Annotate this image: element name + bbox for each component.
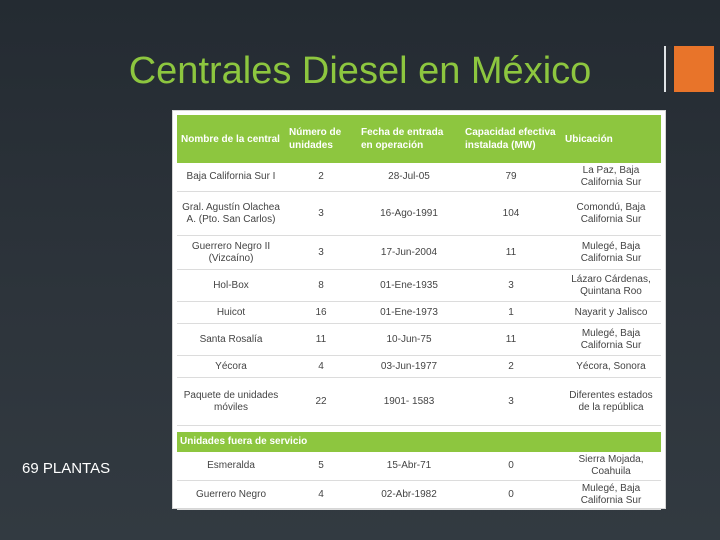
cell-capacity: 11 [461,323,561,356]
header-location: Ubicación [561,115,661,163]
cell-date: 17-Jun-2004 [357,235,461,270]
cell-location: Yécora, Sonora [561,355,661,378]
table-row: Santa Rosalía 11 10-Jun-75 11 Mulegé, Ba… [177,323,661,356]
out-of-service-header: Unidades fuera de servicio [177,432,661,452]
table-row-out-of-service: Guerrero Negro 4 02-Abr-1982 0 Mulegé, B… [177,480,661,510]
cell-location: Mulegé, Baja California Sur [561,235,661,270]
cell-date: 01-Ene-1973 [357,301,461,324]
cell-date: 15-Abr-71 [357,452,461,481]
table-row: Huicot 16 01-Ene-1973 1 Nayarit y Jalisc… [177,301,661,324]
table-row: Guerrero Negro II (Vizcaíno) 3 17-Jun-20… [177,235,661,270]
cell-name: Baja California Sur I [177,163,285,192]
out-of-service-label: Unidades fuera de servicio [177,432,661,452]
cell-name: Paquete de unidades móviles [177,377,285,426]
cell-units: 4 [285,480,357,510]
cell-location: Lázaro Cárdenas, Quintana Roo [561,269,661,302]
cell-name: Huicot [177,301,285,324]
cell-units: 22 [285,377,357,426]
accent-bar-dark [664,46,672,92]
cell-capacity: 1 [461,301,561,324]
cell-location: Diferentes estados de la república [561,377,661,426]
cell-capacity: 104 [461,191,561,236]
cell-units: 4 [285,355,357,378]
footer-plant-count: 69 PLANTAS [22,460,111,477]
cell-name: Yécora [177,355,285,378]
table-row: Gral. Agustín Olachea A. (Pto. San Carlo… [177,191,661,236]
cell-name: Guerrero Negro [177,480,285,510]
cell-units: 11 [285,323,357,356]
cell-name: Esmeralda [177,452,285,481]
header-units: Número de unidades [285,115,357,163]
table-row: Yécora 4 03-Jun-1977 2 Yécora, Sonora [177,355,661,378]
cell-units: 8 [285,269,357,302]
table-row: Paquete de unidades móviles 22 1901- 158… [177,377,661,426]
cell-units: 3 [285,235,357,270]
cell-capacity: 2 [461,355,561,378]
table-row: Hol-Box 8 01-Ene-1935 3 Lázaro Cárdenas,… [177,269,661,302]
cell-date: 28-Jul-05 [357,163,461,192]
cell-location: Sierra Mojada, Coahuila [561,452,661,481]
cell-name: Santa Rosalía [177,323,285,356]
cell-location: La Paz, Baja California Sur [561,163,661,192]
power-plants-table-container: Nombre de la central Número de unidades … [172,110,666,510]
cell-date: 03-Jun-1977 [357,355,461,378]
cell-date: 10-Jun-75 [357,323,461,356]
table-header-row: Nombre de la central Número de unidades … [177,115,661,163]
cell-name: Guerrero Negro II (Vizcaíno) [177,235,285,270]
cell-name: Hol-Box [177,269,285,302]
cell-date: 01-Ene-1935 [357,269,461,302]
cell-units: 3 [285,191,357,236]
accent-bar-orange [674,46,714,92]
cell-location: Mulegé, Baja California Sur [561,323,661,356]
cell-date: 02-Abr-1982 [357,480,461,510]
cell-units: 16 [285,301,357,324]
cell-capacity: 0 [461,480,561,510]
cell-capacity: 79 [461,163,561,192]
header-capacity: Capacidad efectiva instalada (MW) [461,115,561,163]
cell-location: Comondú, Baja California Sur [561,191,661,236]
cell-name: Gral. Agustín Olachea A. (Pto. San Carlo… [177,191,285,236]
cell-location: Nayarit y Jalisco [561,301,661,324]
cell-location: Mulegé, Baja California Sur [561,480,661,510]
cell-capacity: 0 [461,452,561,481]
table-row-out-of-service: Esmeralda 5 15-Abr-71 0 Sierra Mojada, C… [177,452,661,481]
header-name: Nombre de la central [177,115,285,163]
table-row: Baja California Sur I 2 28-Jul-05 79 La … [177,163,661,192]
header-date: Fecha de entrada en operación [357,115,461,163]
cell-capacity: 3 [461,269,561,302]
cell-date: 1901- 1583 [357,377,461,426]
cell-capacity: 3 [461,377,561,426]
cell-units: 5 [285,452,357,481]
cell-units: 2 [285,163,357,192]
power-plants-table: Nombre de la central Número de unidades … [177,115,661,510]
cell-capacity: 11 [461,235,561,270]
cell-date: 16-Ago-1991 [357,191,461,236]
slide-title: Centrales Diesel en México [128,50,592,92]
